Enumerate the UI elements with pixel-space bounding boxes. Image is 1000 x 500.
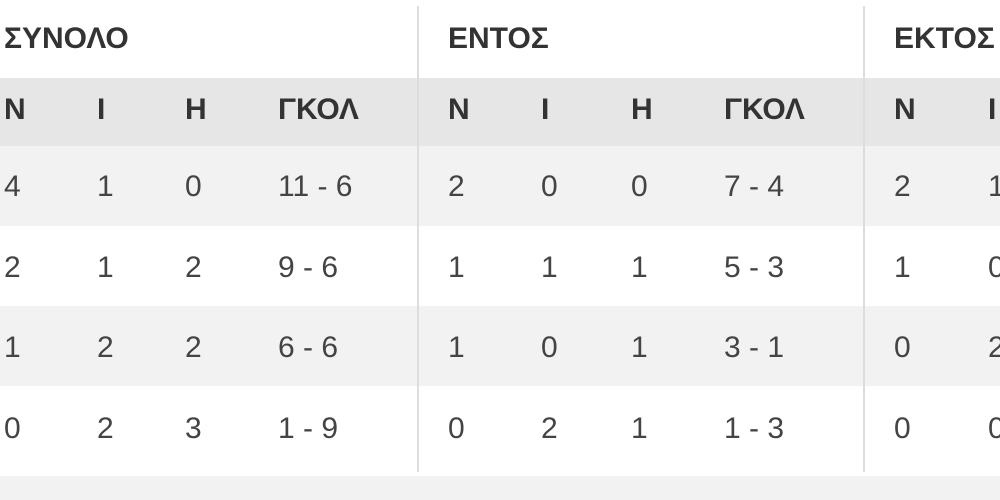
- table-cell: 1: [541, 251, 558, 284]
- group-header-away: ΕΚΤΟΣ: [894, 22, 995, 55]
- table-cell: 2: [97, 331, 114, 364]
- table-cell: 2: [988, 331, 1000, 364]
- table-cell: 1: [988, 170, 1000, 203]
- table-cell: 6 - 6: [278, 331, 339, 364]
- table-cell: 0: [988, 412, 1000, 445]
- table-cell: 0: [894, 412, 911, 445]
- table-cell: 0: [185, 170, 202, 203]
- table-cell: 0: [894, 331, 911, 364]
- table-cell: 11 - 6: [278, 170, 353, 203]
- column-header-losses: Η: [185, 93, 207, 126]
- table-cell: 2: [448, 170, 465, 203]
- table-cell: 0: [631, 170, 648, 203]
- table-row: [0, 386, 1000, 466]
- table-cell: 2: [185, 251, 202, 284]
- table-cell: 3: [185, 412, 202, 445]
- group-divider: [863, 6, 865, 472]
- table-cell: 0: [541, 170, 558, 203]
- column-header-row: [0, 78, 1000, 146]
- column-header-goals: ΓΚΟΛ: [278, 93, 359, 126]
- table-cell: 9 - 6: [278, 251, 339, 284]
- table-cell: 2: [97, 412, 114, 445]
- table-cell: 1: [4, 331, 21, 364]
- table-cell: 1: [631, 251, 648, 284]
- table-cell: 2: [541, 412, 558, 445]
- table-row: [0, 226, 1000, 306]
- table-cell: 4: [4, 170, 21, 203]
- column-header-wins: Ν: [4, 93, 26, 126]
- group-header-home: ΕΝΤΟΣ: [448, 22, 549, 55]
- table-cell: 1: [631, 412, 648, 445]
- column-header-losses: Η: [631, 93, 653, 126]
- table-cell: 7 - 4: [724, 170, 785, 203]
- column-header-draws: Ι: [541, 93, 550, 126]
- table-cell: 0: [541, 331, 558, 364]
- table-cell: 1 - 3: [724, 412, 785, 445]
- table-cell: 1: [97, 170, 114, 203]
- group-header-total: ΣΥΝΟΛΟ: [4, 22, 129, 55]
- table-cell: 1: [631, 331, 648, 364]
- table-cell: 2: [4, 251, 21, 284]
- column-header-wins: Ν: [894, 93, 916, 126]
- table-cell: 1: [894, 251, 911, 284]
- table-cell: 0: [988, 251, 1000, 284]
- table-cell: 1: [448, 251, 465, 284]
- table-cell: 0: [4, 412, 21, 445]
- group-divider: [417, 6, 419, 472]
- table-cell: 1 - 9: [278, 412, 339, 445]
- table-cell: 5 - 3: [724, 251, 785, 284]
- table-row: [0, 146, 1000, 226]
- table-cell: 3 - 1: [724, 331, 785, 364]
- table-footer-band: [0, 476, 1000, 500]
- table-cell: 1: [448, 331, 465, 364]
- column-header-wins: Ν: [448, 93, 470, 126]
- table-row: [0, 306, 1000, 386]
- column-header-draws: Ι: [97, 93, 106, 126]
- table-cell: 0: [448, 412, 465, 445]
- table-cell: 2: [894, 170, 911, 203]
- table-cell: 1: [97, 251, 114, 284]
- table-cell: 2: [185, 331, 202, 364]
- column-header-goals: ΓΚΟΛ: [724, 93, 805, 126]
- column-header-draws: Ι: [988, 93, 997, 126]
